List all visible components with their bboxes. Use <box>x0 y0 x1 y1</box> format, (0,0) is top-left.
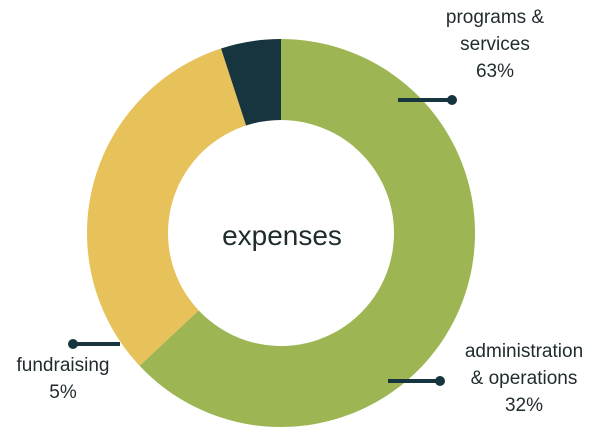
slice-label-fundraising: fundraising 5% <box>2 352 124 406</box>
leader-dot-programs <box>447 95 457 105</box>
leader-lines <box>68 95 457 386</box>
leader-dot-fundraising <box>68 339 78 349</box>
slice-label-programs-line2: services <box>460 34 530 55</box>
slice-label-programs: programs & services 63% <box>430 4 560 85</box>
slice-value-administration: 32% <box>504 395 544 416</box>
slice-value-programs: 63% <box>475 61 515 82</box>
slice-fundraising <box>221 39 281 126</box>
slice-label-fundraising-line1: fundraising <box>16 355 110 376</box>
slice-label-programs-line1: programs & <box>445 7 545 28</box>
center-label: expenses <box>222 220 342 251</box>
slice-programs-services <box>139 39 476 427</box>
donut-slices <box>87 39 476 427</box>
slice-administration-operations <box>87 48 247 366</box>
leader-dot-administration <box>435 376 445 386</box>
slice-label-administration: administration & operations 32% <box>451 338 597 419</box>
slice-value-fundraising: 5% <box>49 382 77 403</box>
slice-label-administration-line2: & operations <box>470 368 578 389</box>
slice-label-administration-line1: administration <box>464 341 584 362</box>
